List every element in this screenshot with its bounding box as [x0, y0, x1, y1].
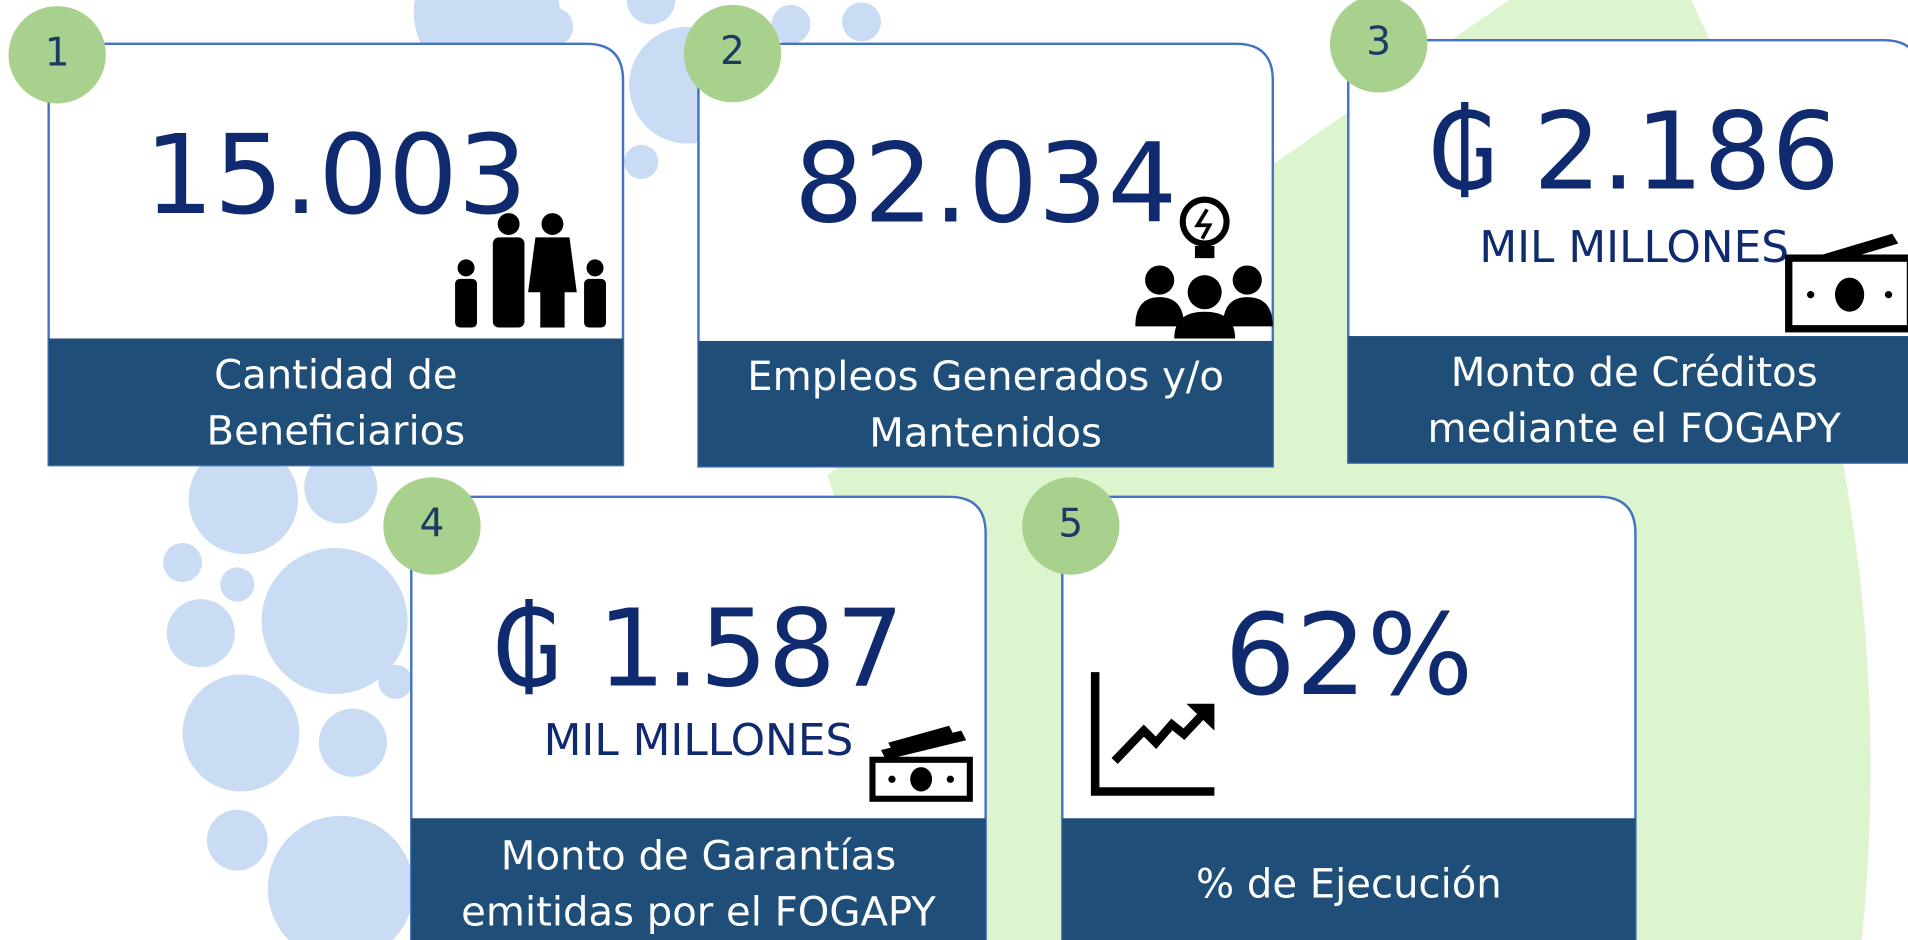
card-label: Monto de Garantías	[501, 833, 896, 879]
badge-number: 2	[720, 29, 745, 74]
value-number: 62%	[1224, 591, 1473, 721]
kpi-value: 62%	[1224, 591, 1473, 721]
kpi-value: ₲ 1.587	[493, 587, 904, 711]
unit: MIL MILLONES	[544, 715, 854, 766]
cash-icon	[1785, 233, 1908, 333]
kpi-card: 1 15.003 Cantidad de Beneficiarios	[8, 6, 625, 467]
card-label: emitidas por el FOGAPY	[461, 889, 936, 935]
card-band	[411, 818, 986, 940]
cards: 1 15.003 Cantidad de Beneficiarios 2 82.034 Em…	[8, 0, 1908, 940]
card-band	[1062, 818, 1636, 940]
unit: MIL MILLONES	[1479, 222, 1789, 273]
badge-number: 4	[420, 502, 445, 547]
value-number: 1.587	[598, 587, 905, 711]
kpi-card: 2 82.034 Empleos Generados y/o Mantenidos	[683, 4, 1275, 468]
badge	[1330, 0, 1428, 93]
card-label: % de Ejecución	[1196, 861, 1502, 907]
badge	[8, 6, 106, 104]
card-band	[48, 338, 624, 466]
card-label: Beneficiarios	[207, 408, 466, 454]
cash-icon	[869, 725, 973, 802]
badge	[383, 477, 481, 575]
kpi-value: ₲ 2.186	[1429, 91, 1840, 215]
card-label: Cantidad de	[214, 352, 457, 398]
kpi-value: 82.034	[794, 120, 1177, 248]
badge	[1022, 477, 1120, 575]
value-number: 15.003	[144, 111, 527, 239]
card-label: Mantenidos	[869, 410, 1102, 456]
badge-number: 5	[1058, 502, 1083, 547]
kpi-card: 3 ₲ 2.186 MIL MILLONES Monto de Créditos medi…	[1330, 0, 1908, 464]
card-band	[698, 340, 1273, 467]
team-icon	[1135, 196, 1273, 339]
family-icon	[455, 213, 606, 328]
growth-chart-icon	[1090, 672, 1215, 796]
card-label: Monto de Créditos	[1451, 350, 1818, 396]
kpi-card: 5 62% % de Ejecución	[1022, 477, 1637, 940]
currency-symbol: ₲	[493, 587, 561, 711]
badge-number: 3	[1366, 19, 1391, 64]
value-number: 82.034	[794, 120, 1177, 248]
kpi-value: 15.003	[144, 111, 527, 239]
currency-symbol: ₲	[1429, 91, 1497, 215]
card-band	[1348, 336, 1908, 463]
card-label: mediante el FOGAPY	[1428, 406, 1842, 452]
card-label: Empleos Generados y/o	[747, 354, 1224, 400]
badge-number: 1	[45, 30, 70, 75]
badge	[683, 4, 782, 103]
value-number: 2.186	[1533, 91, 1840, 215]
icons	[455, 196, 1908, 802]
